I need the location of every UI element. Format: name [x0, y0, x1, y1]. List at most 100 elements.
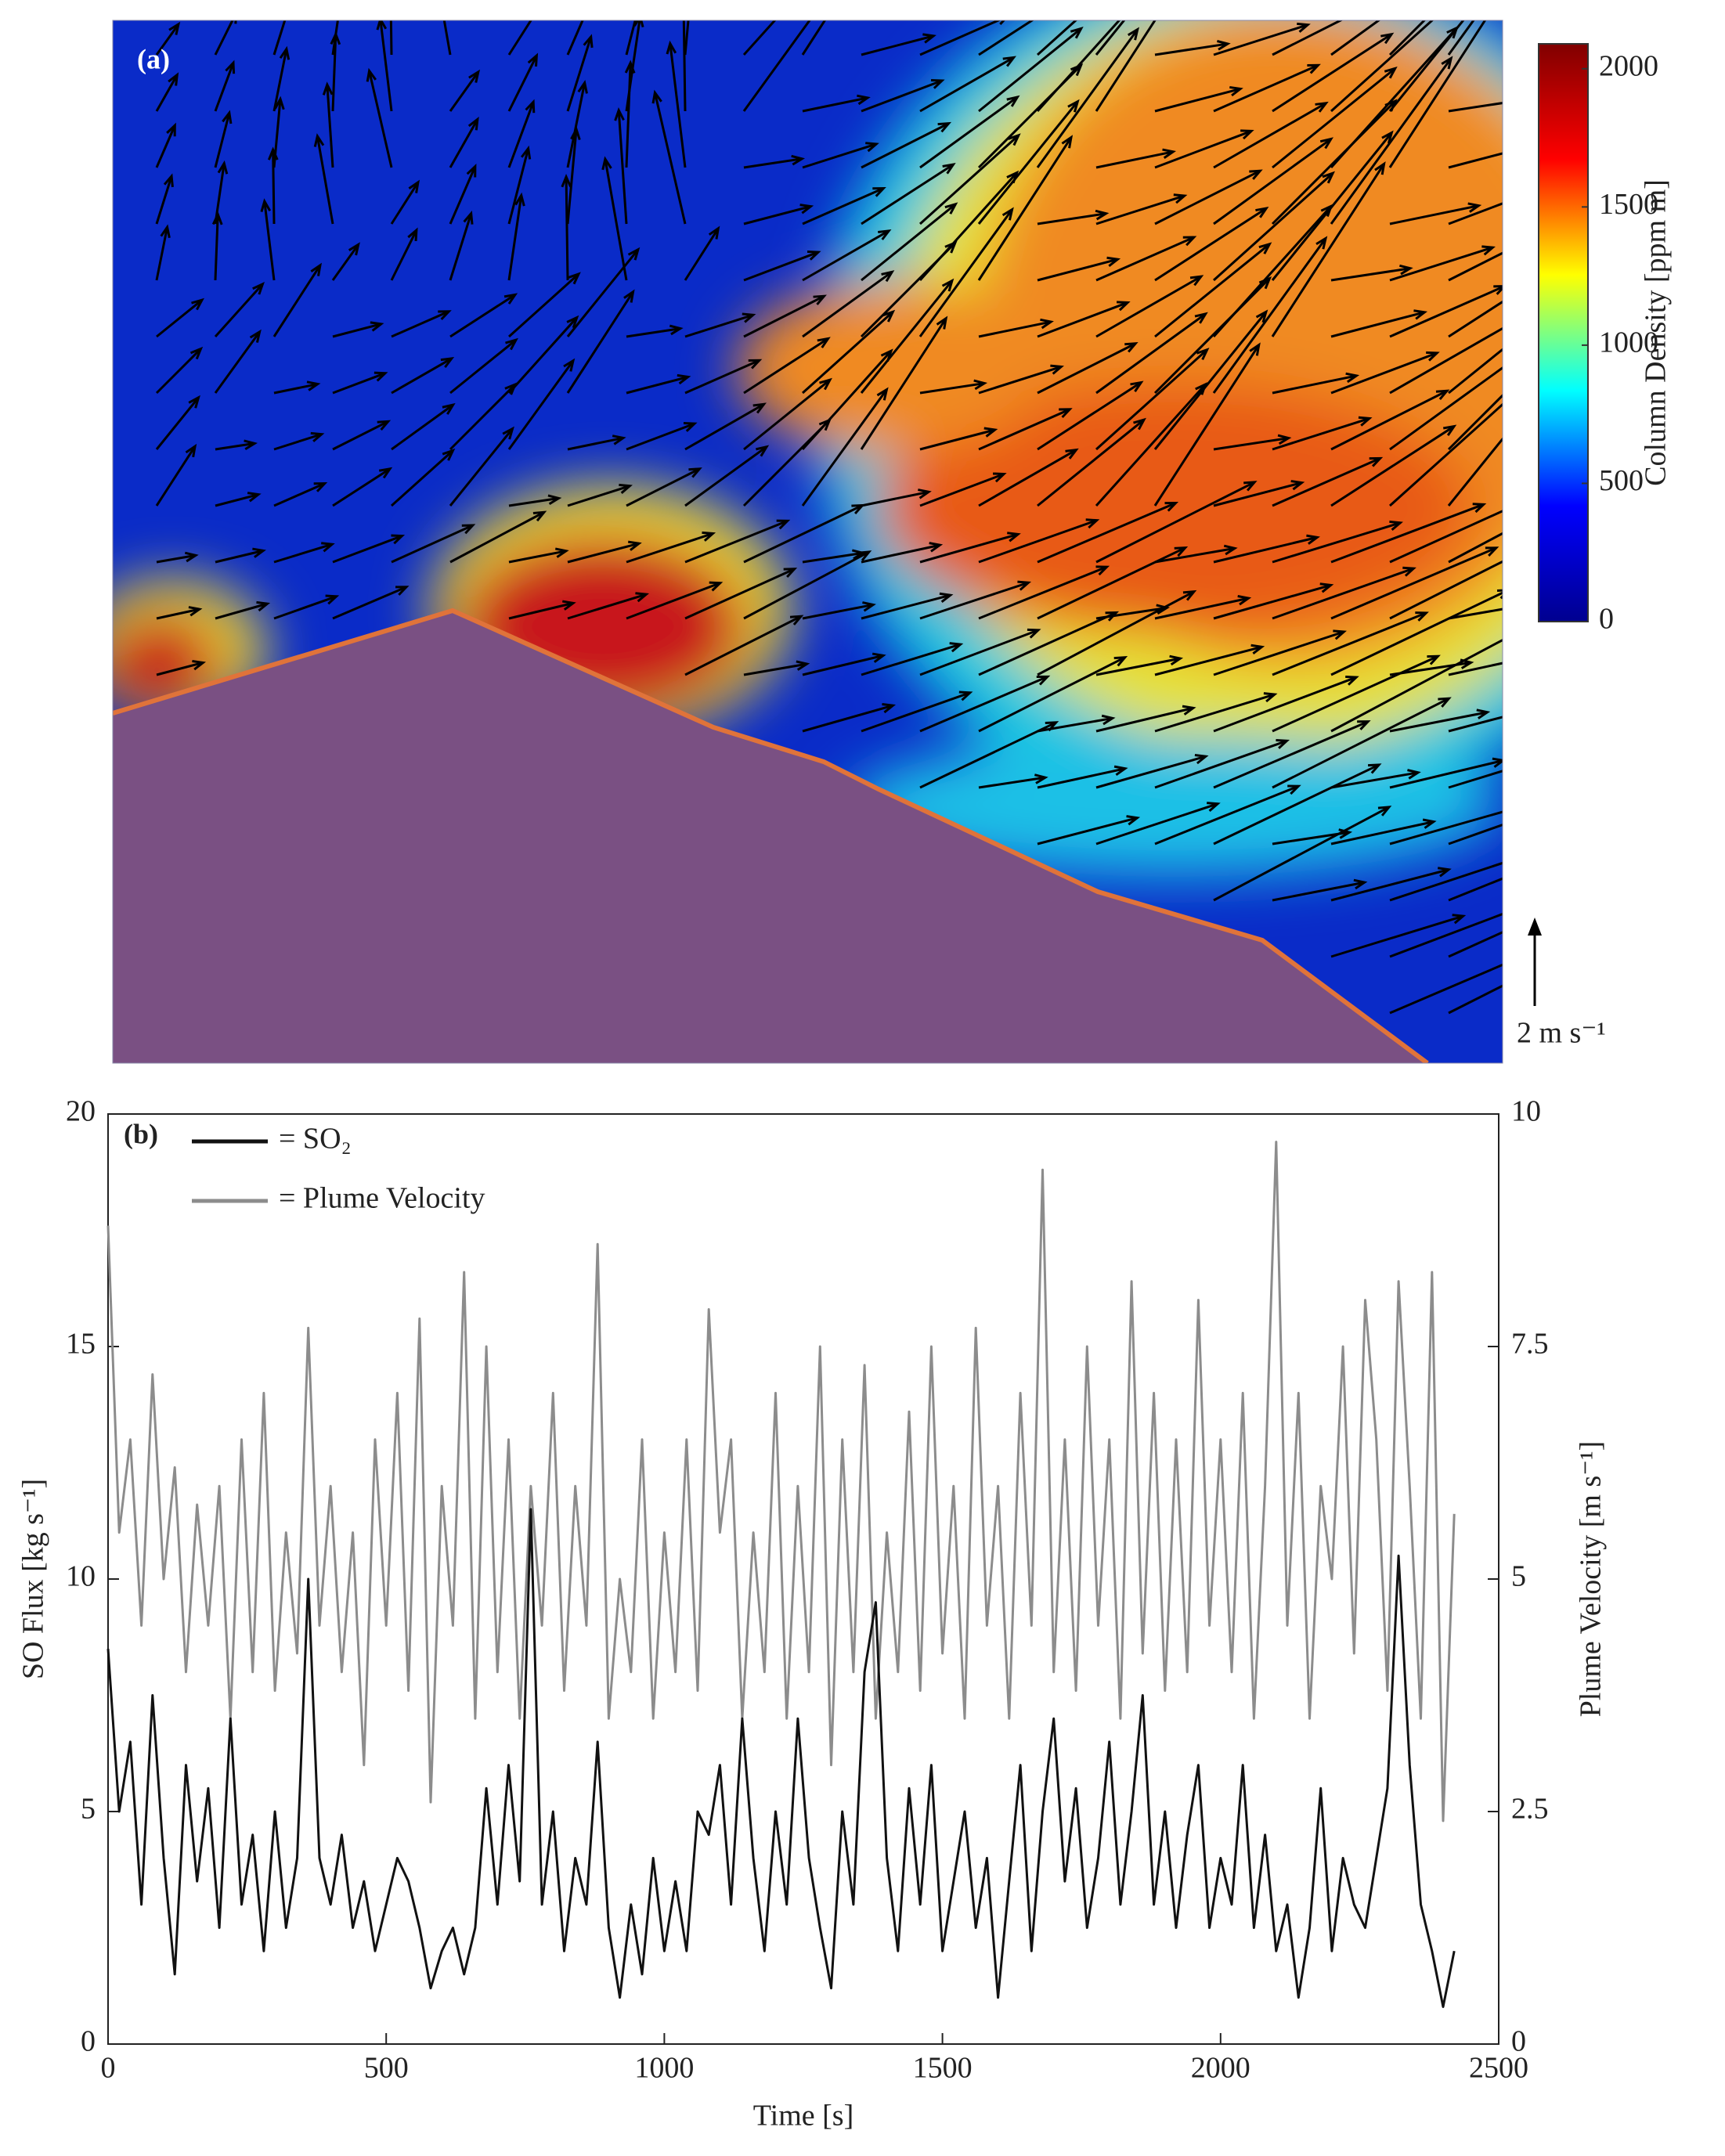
wind-arrow: [626, 532, 713, 564]
wind-arrow: [919, 96, 1019, 169]
wind-arrow-head: [1169, 654, 1184, 666]
wind-arrow-head: [1319, 582, 1334, 593]
wind-arrow-head: [633, 20, 644, 28]
wind-arrow-head: [1249, 169, 1263, 180]
wind-arrow-head: [1250, 644, 1265, 655]
wind-arrow-head: [748, 359, 763, 370]
wind-arrow-head: [1438, 867, 1452, 878]
wind-arrow: [1448, 202, 1503, 225]
wind-arrow-head: [529, 9, 539, 20]
wind-arrow: [442, 20, 452, 56]
wind-arrow: [626, 467, 701, 507]
y-tick-label: 0: [81, 2025, 96, 2058]
wind-arrow: [566, 20, 584, 56]
wind-arrow: [567, 542, 640, 564]
wind-arrow: [1213, 806, 1390, 902]
wind-arrow: [272, 150, 276, 225]
wind-arrow: [332, 535, 402, 564]
wind-arrow: [508, 601, 574, 620]
wind-arrow-head: [1402, 566, 1416, 577]
wind-arrow-head: [937, 121, 952, 133]
wind-arrow-head: [1492, 757, 1503, 768]
wind-arrow: [155, 74, 179, 112]
wind-arrow: [1388, 20, 1427, 56]
wind-arrow: [1154, 784, 1299, 845]
wind-arrow: [273, 433, 323, 451]
wind-arrow: [1389, 661, 1471, 676]
wind-arrow: [1272, 654, 1439, 733]
y2-tick-label: 5: [1511, 1560, 1526, 1593]
wind-arrow-head: [1106, 256, 1121, 267]
wind-arrow: [1037, 716, 1113, 733]
wind-arrow-head: [1229, 85, 1243, 97]
wind-arrow-head: [1017, 580, 1032, 591]
wind-arrow-head: [1373, 0, 1384, 6]
wind-arrow: [273, 383, 319, 395]
wind-arrow: [391, 403, 454, 451]
wind-arrow: [368, 70, 393, 168]
wind-arrow: [978, 365, 1062, 395]
panel-label: (b): [124, 1118, 158, 1149]
wind-arrow-head: [378, 467, 393, 479]
wind-arrow-head: [514, 192, 525, 207]
wind-arrow-head: [878, 229, 892, 240]
wind-arrow-head: [1001, 207, 1014, 221]
wind-arrow: [391, 310, 449, 338]
colorbar-tick-label: 0: [1599, 603, 1614, 636]
wind-arrow: [743, 550, 870, 620]
wind-arrow: [1272, 20, 1344, 56]
wind-arrow-head: [192, 659, 207, 671]
wind-arrow-head: [1380, 32, 1395, 45]
wind-arrow-head: [407, 227, 418, 242]
wind-arrow: [1272, 374, 1357, 395]
wind-arrow: [1448, 931, 1503, 958]
plume: [113, 20, 1503, 877]
wind-arrow-head: [1085, 518, 1100, 529]
wind-arrow-head: [1481, 245, 1496, 256]
wind-arrow-head: [366, 67, 377, 82]
legend-label: = Plume Velocity: [279, 1182, 485, 1215]
wind-arrow: [743, 337, 829, 395]
wind-arrow-head: [256, 600, 271, 612]
wind-arrow: [1037, 419, 1145, 507]
wind-arrow-head: [252, 281, 265, 295]
wind-arrow-head: [973, 379, 988, 391]
wind-arrow: [508, 550, 567, 564]
wind-arrow-head: [1070, 63, 1084, 77]
wind-arrow-head: [709, 581, 724, 592]
wind-arrow-head: [1240, 129, 1254, 140]
wind-arrow-head: [922, 33, 936, 44]
wind-arrow-head: [742, 312, 756, 323]
wind-arrow-head: [1633, 914, 1644, 923]
wind-arrow-head: [313, 133, 325, 147]
wind-arrow-head: [851, 549, 866, 560]
wind-arrow: [1037, 502, 1177, 564]
wind-arrow-head: [1182, 589, 1197, 601]
wind-arrow: [1213, 437, 1289, 451]
wind-arrow: [860, 279, 954, 394]
y2-axis-label: Plume Velocity [m s⁻¹]: [1575, 1441, 1608, 1718]
wind-arrow-head: [1562, 697, 1573, 705]
wind-arrow-head: [1006, 95, 1020, 107]
wind-arrow: [449, 294, 516, 338]
wind-arrow: [918, 134, 1019, 225]
wind-arrow: [332, 372, 386, 395]
wind-arrow: [507, 316, 578, 395]
y2-tick-label: 7.5: [1511, 1328, 1549, 1361]
wind-arrow: [684, 359, 760, 395]
wind-arrow-head: [310, 262, 323, 276]
wind-arrow-head: [325, 594, 340, 605]
wind-arrow-head: [1255, 207, 1269, 218]
wind-arrow: [1448, 984, 1503, 1015]
wind-arrow: [1447, 437, 1503, 507]
wind-arrow: [1448, 348, 1503, 395]
wind-arrow-head: [857, 94, 871, 106]
wind-arrow: [1037, 767, 1126, 789]
wind-arrow-head: [1196, 348, 1210, 360]
wind-arrow: [1095, 275, 1202, 338]
wind-arrow: [507, 272, 579, 338]
wind-arrow: [272, 20, 287, 56]
legend-label: = SO₂: [279, 1123, 352, 1156]
x-tick-label: 500: [364, 2052, 409, 2085]
